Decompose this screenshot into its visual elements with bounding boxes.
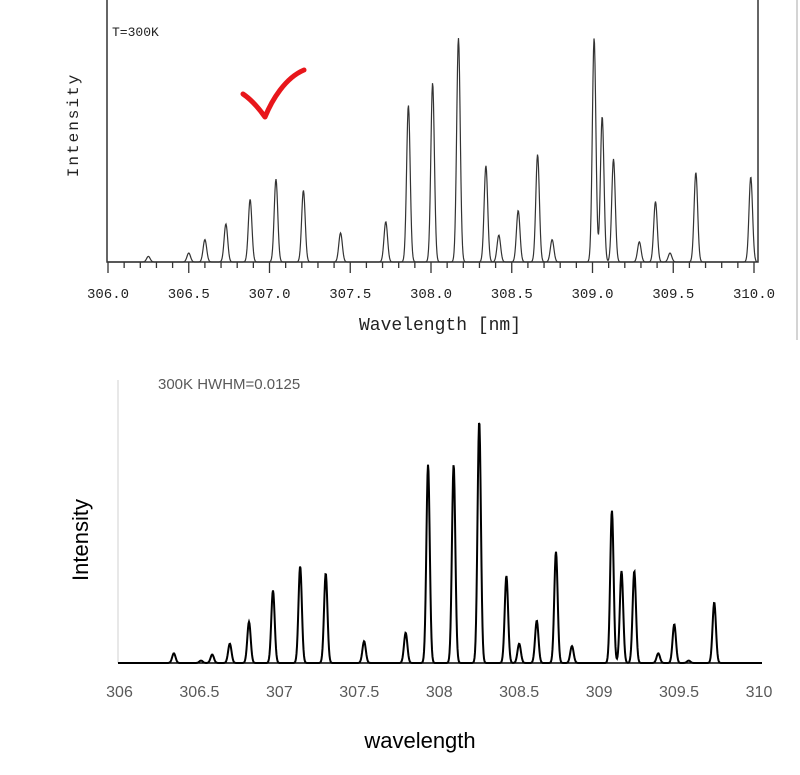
top-x-tick-label: 310.0 bbox=[733, 287, 775, 303]
red-checkmark bbox=[240, 67, 307, 120]
bottom-x-tick-label: 307.5 bbox=[339, 684, 379, 701]
top-plot-frame bbox=[106, 0, 759, 263]
bottom-x-tick-label: 309.5 bbox=[659, 684, 699, 701]
bottom-x-tick-label: 309 bbox=[586, 684, 613, 701]
bottom-chart: 300K HWHM=0.0125 Intensity wavelength 30… bbox=[68, 376, 772, 753]
bottom-x-tick-label: 306.5 bbox=[179, 684, 219, 701]
top-chart: T=300K Intensity Wavelength [nm] 306.0 30… bbox=[65, 0, 798, 340]
bottom-chart-title: 300K HWHM=0.0125 bbox=[158, 376, 300, 393]
bottom-x-tick-label: 308 bbox=[426, 684, 453, 701]
top-x-tick-label: 307.5 bbox=[329, 287, 371, 303]
top-x-tick-label: 308.5 bbox=[491, 287, 533, 303]
top-x-tick-label: 309.5 bbox=[652, 287, 694, 303]
top-annotation: T=300K bbox=[112, 25, 159, 40]
bottom-x-tick-label: 306 bbox=[106, 684, 133, 701]
bottom-x-tick-label: 308.5 bbox=[499, 684, 539, 701]
top-x-tick-label: 308.0 bbox=[410, 287, 452, 303]
top-spectrum-line bbox=[108, 38, 758, 263]
top-x-tick-label: 307.0 bbox=[248, 287, 290, 303]
bottom-x-tick-label: 310 bbox=[746, 684, 773, 701]
bottom-y-axis-label: Intensity bbox=[68, 499, 93, 581]
bottom-x-tick-label: 307 bbox=[266, 684, 293, 701]
bottom-x-axis-label: wavelength bbox=[363, 728, 475, 753]
top-x-axis-label: Wavelength [nm] bbox=[359, 316, 521, 336]
top-y-axis-label: Intensity bbox=[65, 73, 83, 177]
top-x-tick-label: 306.5 bbox=[168, 287, 210, 303]
top-x-tick-label: 309.0 bbox=[571, 287, 613, 303]
bottom-spectrum-line bbox=[118, 422, 762, 664]
top-x-tick-label: 306.0 bbox=[87, 287, 129, 303]
